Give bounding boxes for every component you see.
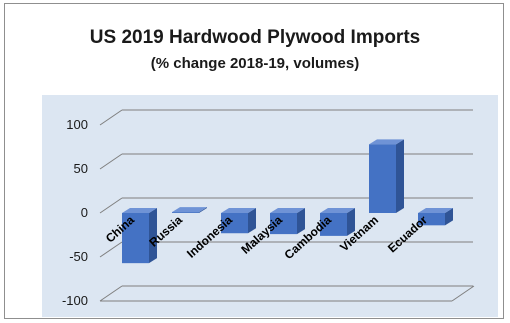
gridline	[99, 109, 123, 126]
bar-top	[270, 208, 305, 213]
bar-top	[320, 208, 355, 213]
bar-front	[369, 144, 396, 213]
chart-title: US 2019 Hardwood Plywood Imports	[89, 27, 421, 48]
bar	[172, 207, 207, 213]
bar-side	[199, 207, 207, 213]
bar-side	[149, 208, 157, 264]
bar-top	[418, 208, 453, 213]
gridline	[99, 285, 123, 302]
bar-front	[172, 212, 199, 213]
bar	[270, 208, 305, 235]
plot-area	[42, 95, 498, 317]
bar-top	[369, 139, 404, 145]
bar	[221, 208, 256, 234]
bar-side	[297, 208, 305, 235]
bar-side	[445, 208, 453, 226]
bar	[418, 208, 453, 226]
bar-front	[270, 213, 297, 235]
y-tick-label: 50	[74, 161, 88, 176]
gridline	[99, 241, 123, 258]
bar-top	[122, 208, 157, 213]
y-tick-label: -50	[69, 249, 88, 264]
bar	[320, 208, 355, 236]
gridline	[99, 197, 123, 214]
y-tick-label: 0	[81, 205, 88, 220]
chart-subtitle: (% change 2018-19, volumes)	[150, 55, 360, 72]
bar-front	[418, 213, 445, 226]
floor-edge	[451, 285, 475, 302]
bar-front	[221, 213, 248, 234]
bar-side	[248, 208, 256, 234]
chart-title-block: US 2019 Hardwood Plywood Imports (% chan…	[0, 26, 510, 75]
bar-top	[172, 207, 207, 213]
bar	[122, 208, 157, 264]
bar-front	[122, 213, 149, 264]
bar-top	[221, 208, 256, 213]
gridline	[99, 153, 123, 170]
bar-front	[320, 213, 347, 236]
bar-side	[396, 139, 404, 213]
y-tick-label: 100	[66, 117, 88, 132]
bar-side	[347, 208, 355, 236]
bar	[369, 139, 404, 213]
y-tick-label: -100	[62, 293, 88, 308]
